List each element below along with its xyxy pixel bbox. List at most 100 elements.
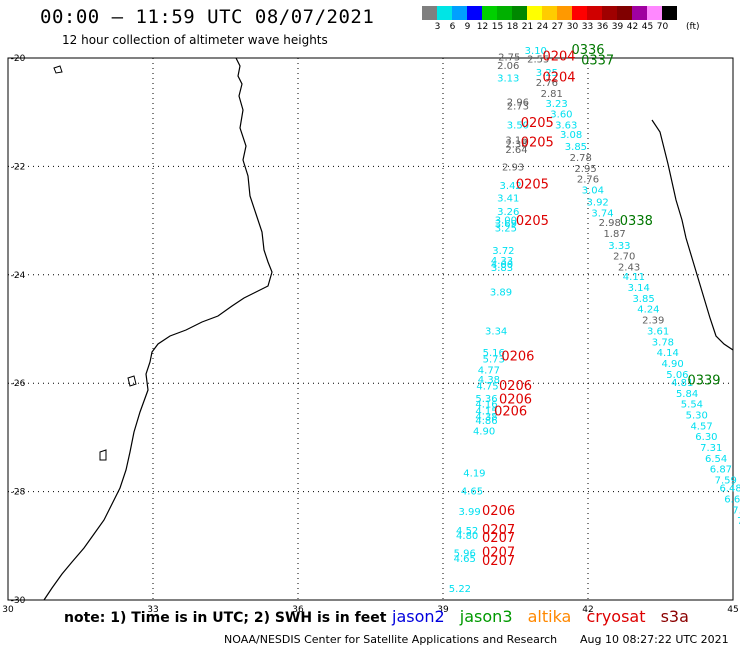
wave-height-value: 4.80	[456, 531, 478, 542]
map-grid	[7, 57, 734, 601]
wave-height-value: 3.41	[497, 194, 519, 205]
wave-height-value: 2.43	[618, 262, 640, 273]
wave-height-value: 5.22	[449, 584, 471, 595]
color-scale-label: 39	[611, 22, 624, 32]
wave-height-value: 5.30	[686, 410, 708, 421]
wave-height-value: 2.64	[505, 145, 527, 156]
color-scale-label: 6	[449, 22, 456, 32]
legend-jason2: jason2	[392, 607, 445, 626]
color-swatch	[482, 6, 497, 20]
wave-observations: 3.102.75 2.552.063.13 3.252.762.812.962.73…	[449, 46, 740, 595]
wave-height-value: 2.55	[527, 54, 549, 65]
color-scale-label: 9	[464, 22, 471, 32]
wave-height-value: 3.25	[536, 68, 558, 79]
pass-id-label: 0339	[687, 373, 720, 388]
color-scale-label: 3	[434, 22, 441, 32]
wave-height-value: 3.89	[490, 287, 512, 298]
wave-height-value: 6.54	[705, 454, 727, 465]
color-scale-unit: (ft)	[686, 22, 700, 32]
pass-id-label: 0336	[571, 43, 604, 58]
wave-height-value: 2.70	[613, 252, 635, 263]
wave-height-value: 4.52	[456, 526, 478, 537]
lake-outline	[99, 449, 107, 461]
pass-id-label: 0205	[521, 116, 554, 131]
legend-altika: altika	[527, 607, 572, 626]
pass-id-label: 0206	[499, 392, 532, 407]
color-swatch	[497, 6, 512, 20]
wave-height-value: 3.78	[652, 337, 674, 348]
pass-id-label: 0206	[499, 379, 532, 394]
color-swatch	[662, 6, 677, 20]
color-swatch	[422, 6, 437, 20]
wave-height-value: 3.92	[587, 197, 609, 208]
wave-height-value: 3.00	[495, 215, 517, 226]
wave-height-value: 3.74	[591, 208, 613, 219]
wave-height-value: 3.50	[507, 120, 529, 131]
color-swatch	[542, 6, 557, 20]
lat-tick-label: -30	[11, 596, 26, 606]
wave-height-value: 3.42	[500, 181, 522, 192]
wave-height-value: 4.57	[690, 421, 712, 432]
color-swatch	[467, 6, 482, 20]
wave-height-value: 4.16	[475, 400, 497, 411]
wave-height-value: 6.87	[710, 465, 732, 476]
wave-height-value: 5.36	[475, 394, 497, 405]
color-swatch	[587, 6, 602, 20]
lat-tick-label: -22	[11, 162, 26, 172]
lat-tick-label: -24	[11, 271, 26, 281]
page-subtitle: 12 hour collection of altimeter wave hei…	[62, 33, 328, 47]
wave-height-value: 4.00	[491, 260, 513, 271]
wave-height-value: 3.85	[632, 294, 654, 305]
wave-height-value: 2.06	[497, 61, 519, 72]
wave-height-value: 5.06	[666, 370, 688, 381]
lat-tick-label: -26	[11, 379, 26, 389]
wave-height-value: 2.96	[507, 98, 529, 109]
color-scale-label: 18	[506, 22, 519, 32]
wave-height-value: 2.39	[642, 316, 664, 327]
wave-height-value: 4.81	[671, 378, 693, 389]
wave-height-value: 2.95	[574, 164, 596, 175]
pass-id-label: 0207	[482, 531, 515, 546]
color-swatch	[437, 6, 452, 20]
wave-height-value: 7.2	[732, 505, 740, 516]
wave-height-value: 1.87	[603, 229, 625, 240]
wave-height-value: 3.16	[505, 136, 527, 147]
wave-height-value: 3.13	[497, 73, 519, 84]
pass-id-label: 0207	[482, 546, 515, 561]
wave-height-value: 3.99	[458, 507, 480, 518]
wave-height-value: 4.11	[623, 272, 645, 283]
lon-tick-label: 39	[437, 605, 449, 615]
wave-height-value: 7.59	[715, 475, 737, 486]
pass-id-label: 0205	[521, 135, 554, 150]
color-swatch	[557, 6, 572, 20]
wave-height-value: 3.85	[565, 142, 587, 153]
wave-height-value: 4.19	[463, 468, 485, 479]
color-scale-label: 36	[596, 22, 609, 32]
wave-height-value: 4.65	[454, 554, 476, 565]
wave-height-value: 3.04	[582, 186, 604, 197]
wave-height-value: 2.81	[541, 89, 563, 100]
pass-id-label: 0206	[494, 405, 527, 420]
map-frame	[7, 57, 734, 601]
wave-height-value: 5.96	[454, 549, 476, 560]
color-scale-label: 70	[656, 22, 669, 32]
wave-height-value: 5.16	[483, 348, 505, 359]
coastline	[43, 57, 734, 601]
wave-height-value: 3.08	[560, 130, 582, 141]
color-scale-label: 12	[476, 22, 489, 32]
wave-height-value: 4.33	[491, 256, 513, 267]
lon-tick-label: 30	[2, 605, 14, 615]
color-swatch	[632, 6, 647, 20]
color-scale-bar	[422, 6, 677, 20]
wave-height-value: 3.60	[550, 110, 572, 121]
color-scale-label: 42	[626, 22, 639, 32]
wave-height-value: 3.10	[525, 46, 547, 57]
lon-tick-label: 36	[292, 605, 304, 615]
wave-height-value: 5.54	[681, 400, 703, 411]
credit-line: NOAA/NESDIS Center for Satellite Applica…	[224, 633, 558, 646]
color-swatch	[617, 6, 632, 20]
wave-height-value: 3.25	[495, 223, 517, 234]
color-scale-label: 15	[491, 22, 504, 32]
color-swatch	[512, 6, 527, 20]
wave-height-value: 3.72	[492, 246, 514, 257]
